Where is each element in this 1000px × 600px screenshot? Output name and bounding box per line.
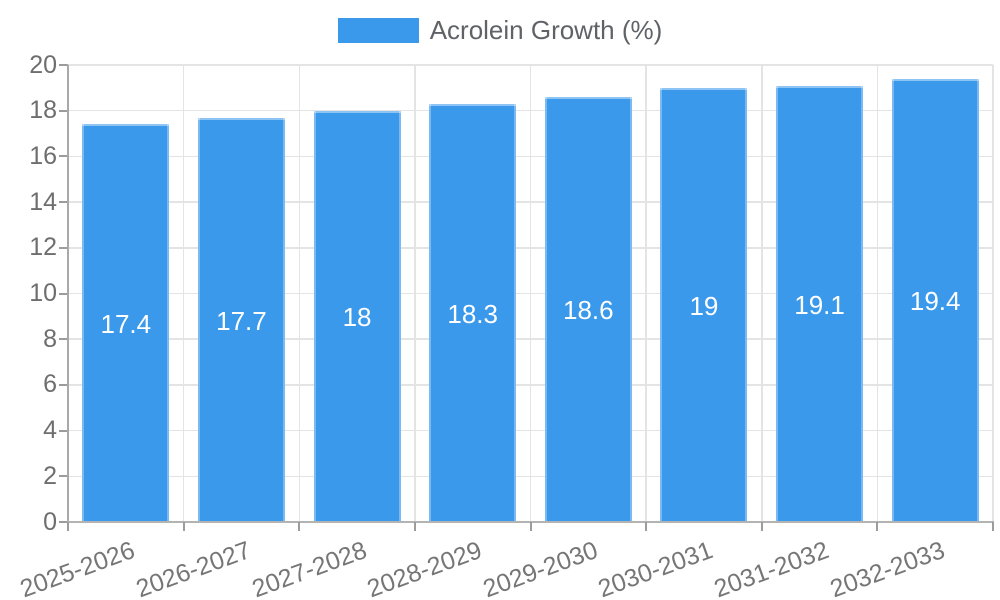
y-gridline xyxy=(68,64,993,66)
x-tick xyxy=(182,522,185,531)
x-tick xyxy=(67,522,69,531)
y-gridline xyxy=(68,155,993,158)
bar-value-label: 19.1 xyxy=(794,289,845,320)
y-axis-label: 12 xyxy=(29,233,57,262)
bar-value-label: 17.7 xyxy=(216,305,267,336)
x-tick xyxy=(298,522,301,531)
x-axis-label: 2025-2026 xyxy=(16,536,139,600)
bar[interactable] xyxy=(429,103,517,522)
x-tick xyxy=(992,522,994,531)
y-tick xyxy=(59,338,68,341)
y-tick xyxy=(59,521,68,523)
bar[interactable] xyxy=(776,85,864,522)
y-gridline xyxy=(68,338,993,340)
x-tick xyxy=(529,522,532,531)
y-axis-label: 6 xyxy=(43,370,57,399)
y-axis-line xyxy=(66,65,69,524)
y-axis-label: 16 xyxy=(29,141,57,170)
y-axis-label: 10 xyxy=(29,279,57,307)
y-gridline xyxy=(68,384,993,386)
legend-swatch xyxy=(337,17,419,43)
bar[interactable] xyxy=(82,124,170,522)
y-axis-label: 20 xyxy=(29,50,57,79)
y-gridline xyxy=(68,292,993,295)
bar[interactable] xyxy=(891,78,979,522)
bar[interactable] xyxy=(544,96,632,522)
y-tick xyxy=(59,246,68,249)
y-axis-label: 8 xyxy=(43,324,57,353)
x-gridline xyxy=(992,65,994,522)
y-tick xyxy=(59,201,68,204)
y-axis-label: 18 xyxy=(29,96,57,125)
y-tick xyxy=(59,383,68,386)
bar[interactable] xyxy=(197,117,285,522)
x-tick xyxy=(645,522,648,531)
x-axis-label: 2030-2031 xyxy=(594,536,717,600)
y-gridline xyxy=(68,109,993,112)
y-axis-label: 14 xyxy=(29,187,57,216)
bar-value-label: 18.3 xyxy=(447,298,498,329)
y-tick xyxy=(59,64,68,66)
bar[interactable] xyxy=(313,110,401,522)
bar-value-label: 19 xyxy=(689,290,719,321)
y-tick xyxy=(59,155,68,158)
y-tick xyxy=(59,292,68,295)
x-axis-label: 2027-2028 xyxy=(248,536,370,600)
y-tick xyxy=(59,429,68,432)
y-gridline xyxy=(68,429,993,432)
x-axis-label: 2026-2027 xyxy=(132,536,255,600)
bar-value-label: 18 xyxy=(342,302,372,333)
y-axis-label: 2 xyxy=(43,461,57,490)
legend-label: Acrolein Growth (%) xyxy=(429,15,663,45)
x-axis-label: 2029-2030 xyxy=(479,536,602,600)
x-tick xyxy=(760,522,763,531)
bar-value-label: 17.4 xyxy=(100,309,152,340)
bar[interactable] xyxy=(660,87,748,522)
bar-value-label: 18.6 xyxy=(563,295,614,326)
x-axis-label: 2032-2033 xyxy=(826,536,949,600)
x-tick xyxy=(413,522,416,531)
y-gridline xyxy=(68,201,993,203)
bar-value-label: 19.4 xyxy=(909,286,961,317)
y-axis-label: 4 xyxy=(43,416,57,445)
legend: Acrolein Growth (%) xyxy=(0,0,1000,60)
legend-item-acrolein-growth[interactable]: Acrolein Growth (%) xyxy=(337,15,663,45)
y-tick xyxy=(59,109,68,112)
x-tick xyxy=(876,522,879,531)
y-tick xyxy=(59,475,68,478)
x-axis-label: 2031-2032 xyxy=(710,536,833,600)
y-gridline xyxy=(68,475,993,478)
y-gridline xyxy=(68,247,993,249)
x-axis-label: 2028-2029 xyxy=(363,536,486,600)
y-axis-label: 0 xyxy=(43,507,57,536)
